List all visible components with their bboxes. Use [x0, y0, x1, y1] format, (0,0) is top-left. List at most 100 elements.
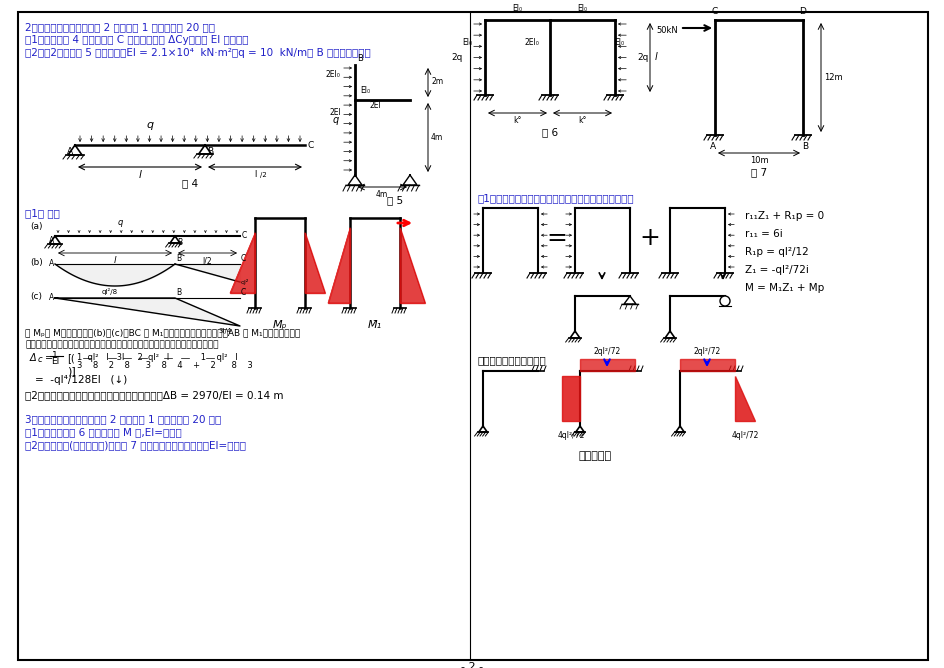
- Text: 4ql²/72: 4ql²/72: [557, 431, 584, 440]
- Polygon shape: [55, 298, 240, 326]
- Text: 3l/4: 3l/4: [218, 328, 231, 334]
- Text: (b): (b): [30, 258, 42, 267]
- Text: EI₀: EI₀: [462, 38, 472, 47]
- Text: 对称弯矩图: 对称弯矩图: [578, 451, 611, 461]
- Text: =: =: [45, 353, 53, 363]
- Text: )]: )]: [67, 366, 76, 376]
- Text: C: C: [241, 254, 246, 263]
- Text: [(: [(: [67, 353, 75, 363]
- Text: M = M₁Z₁ + Mp: M = M₁Z₁ + Mp: [744, 283, 823, 293]
- Text: A: A: [49, 293, 54, 303]
- Text: l: l: [254, 170, 256, 179]
- Text: 12m: 12m: [823, 73, 842, 81]
- Text: +: +: [639, 226, 660, 250]
- Text: （1）用力法作图 6 所示结构的 M 图,EI=常数。: （1）用力法作图 6 所示结构的 M 图,EI=常数。: [25, 427, 181, 437]
- Text: 2EI₀: 2EI₀: [524, 38, 539, 47]
- Text: 2ql²/72: 2ql²/72: [593, 347, 620, 356]
- Text: （2）解：单位和荷载弯矩图，用叠置法可求得，ΔB = 2970/EI = 0.14 m: （2）解：单位和荷载弯矩图，用叠置法可求得，ΔB = 2970/EI = 0.1…: [25, 390, 283, 400]
- Text: 4m: 4m: [430, 132, 443, 142]
- Text: k°: k°: [577, 116, 585, 125]
- Text: Mₚ: Mₚ: [273, 320, 287, 330]
- Text: （1）试求如图 4 所示外伸梁 C 点的竖向位移 ΔCy；梁的 EI 为常数。: （1）试求如图 4 所示外伸梁 C 点的竖向位移 ΔCy；梁的 EI 为常数。: [25, 35, 248, 45]
- Text: EI₀: EI₀: [512, 4, 521, 13]
- Text: Z₁ = -ql²/72i: Z₁ = -ql²/72i: [744, 265, 808, 275]
- Text: 图 5: 图 5: [386, 195, 403, 205]
- Text: 4m: 4m: [376, 190, 388, 199]
- Text: B: B: [176, 288, 181, 297]
- Text: B: B: [176, 254, 181, 263]
- Text: r₁₁ = 6i: r₁₁ = 6i: [744, 229, 782, 239]
- Polygon shape: [680, 359, 734, 371]
- Polygon shape: [229, 233, 255, 293]
- Text: k°: k°: [513, 116, 521, 125]
- Text: B: B: [357, 54, 362, 63]
- Text: C: C: [307, 140, 312, 150]
- Text: q: q: [117, 218, 123, 227]
- Text: B: B: [801, 142, 807, 151]
- Text: 4ql²/72: 4ql²/72: [731, 431, 758, 440]
- Text: Δ: Δ: [30, 353, 37, 363]
- Text: D: D: [799, 7, 805, 16]
- Circle shape: [719, 296, 729, 306]
- Text: （1） 解：: （1） 解：: [25, 208, 59, 218]
- Text: 1  ql²   l   3l     2  ql²   l            1    ql²   l: 1 ql² l 3l 2 ql² l 1 ql² l: [76, 353, 238, 362]
- Text: 图 4: 图 4: [182, 178, 198, 188]
- Text: A: A: [709, 142, 716, 151]
- Text: 抛物线图形，现将其分解为一个三角形和一个标准二次抛物线图形，由图乘法可得: 抛物线图形，现将其分解为一个三角形和一个标准二次抛物线图形，由图乘法可得: [25, 340, 218, 349]
- Text: 3、超静定结构求解：本题共 2 题，任选 1 题作答，计 20 分。: 3、超静定结构求解：本题共 2 题，任选 1 题作答，计 20 分。: [25, 414, 221, 424]
- Text: 2、结构位移求解：本题共 2 题，任选 1 题作答，计 20 分。: 2、结构位移求解：本题共 2 题，任选 1 题作答，计 20 分。: [25, 22, 215, 32]
- Text: 2m: 2m: [430, 77, 443, 86]
- Text: C: C: [241, 288, 246, 297]
- Polygon shape: [734, 376, 754, 421]
- Text: B: B: [207, 147, 213, 156]
- Text: B: B: [177, 238, 182, 247]
- Polygon shape: [399, 228, 425, 303]
- Text: 3    8    2    8      3    8    4    +    2      8    3: 3 8 2 8 3 8 4 + 2 8 3: [76, 361, 252, 370]
- Text: 对称半结构用位移法求解: 对称半结构用位移法求解: [478, 355, 547, 365]
- Polygon shape: [328, 228, 349, 303]
- Text: （2）用位移法(利用对称性)计算图 7 所示结构共面弯矩图。（EI=常数）: （2）用位移法(利用对称性)计算图 7 所示结构共面弯矩图。（EI=常数）: [25, 440, 245, 450]
- Text: 2q: 2q: [451, 53, 463, 61]
- Text: 50kN: 50kN: [655, 26, 677, 35]
- Text: l: l: [654, 52, 657, 62]
- Text: EI₀: EI₀: [360, 86, 370, 95]
- Text: l: l: [139, 170, 142, 180]
- Polygon shape: [305, 233, 325, 293]
- Text: =  -ql⁴/128EI   (↓): = -ql⁴/128EI (↓): [35, 375, 127, 385]
- Text: c: c: [38, 355, 42, 364]
- Text: (a): (a): [30, 222, 42, 231]
- Text: R₁p = ql²/12: R₁p = ql²/12: [744, 247, 808, 257]
- Text: l: l: [113, 256, 116, 265]
- Text: q: q: [332, 115, 339, 125]
- Text: （1）解：因为结构对称荷载反对称，可利用对称性如下: （1）解：因为结构对称荷载反对称，可利用对称性如下: [478, 193, 634, 203]
- Text: (c): (c): [30, 292, 42, 301]
- Text: 2q: 2q: [636, 53, 648, 61]
- Text: 2ql²/72: 2ql²/72: [693, 347, 720, 356]
- Text: EI₀: EI₀: [614, 38, 623, 47]
- Text: 作 Mₚ和 M图，分别如图(b)、(c)，BC 段 M₁图是标准二次抛物线图形；AB 段 M₁图不是标准二次: 作 Mₚ和 M图，分别如图(b)、(c)，BC 段 M₁图是标准二次抛物线图形；…: [25, 328, 300, 337]
- Text: 2EI: 2EI: [329, 108, 341, 117]
- Text: /2: /2: [260, 172, 266, 178]
- Text: EI₀: EI₀: [577, 4, 586, 13]
- Text: l/2: l/2: [202, 256, 211, 265]
- Text: （2）（2）已知图 5 所示结构，EI = 2.1×10⁴  kN·m²，q = 10  kN/m求 B 点的水平位移。: （2）（2）已知图 5 所示结构，EI = 2.1×10⁴ kN·m²，q = …: [25, 48, 370, 58]
- Text: 2EI₀: 2EI₀: [326, 70, 340, 79]
- Text: C: C: [711, 7, 717, 16]
- Text: - 2 -: - 2 -: [461, 662, 483, 668]
- Text: EI: EI: [51, 357, 59, 366]
- Text: 图 7: 图 7: [750, 167, 767, 177]
- Text: A: A: [49, 259, 54, 269]
- Text: 2EI: 2EI: [369, 101, 380, 110]
- Polygon shape: [580, 359, 634, 371]
- Text: A: A: [49, 236, 54, 245]
- Text: ql²/8: ql²/8: [102, 288, 118, 295]
- Text: 1: 1: [52, 351, 58, 360]
- Text: ql²: ql²: [241, 279, 249, 285]
- Text: 图 6: 图 6: [541, 127, 558, 137]
- Text: r₁₁Z₁ + R₁p = 0: r₁₁Z₁ + R₁p = 0: [744, 211, 823, 221]
- Text: =: =: [546, 226, 566, 250]
- Text: C: C: [242, 232, 247, 240]
- Text: A: A: [67, 147, 73, 156]
- Text: q: q: [146, 120, 153, 130]
- Text: 10m: 10m: [749, 156, 767, 165]
